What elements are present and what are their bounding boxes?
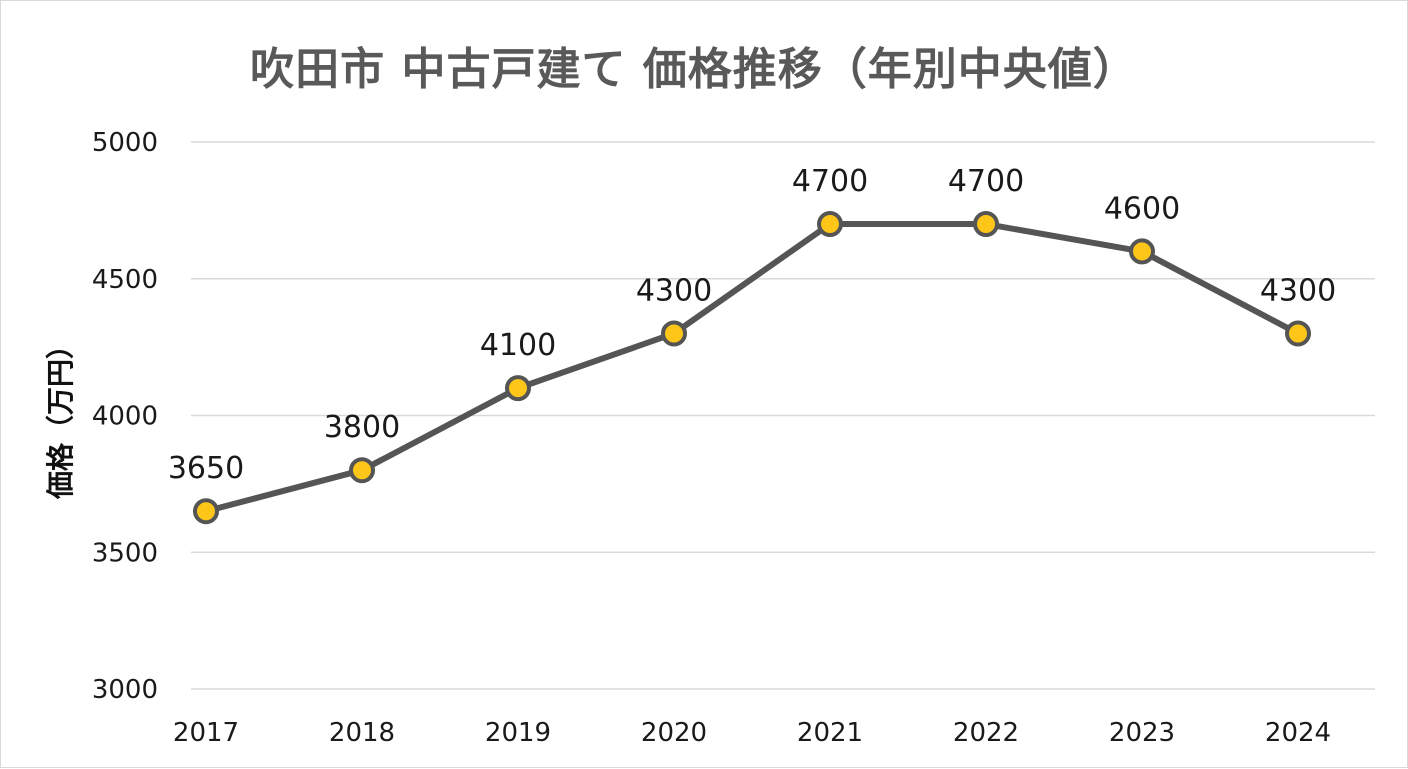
data-point-2018 — [349, 457, 375, 484]
x-tick-label: 2019 — [485, 718, 551, 748]
data-label-2024: 4300 — [1260, 273, 1336, 308]
data-label-2023: 4600 — [1104, 191, 1180, 226]
data-labels: 3650 3800 4100 4300 4700 4700 4600 4300 — [168, 164, 1336, 486]
y-tick-label: 3000 — [92, 675, 158, 705]
data-label-2019: 4100 — [480, 328, 556, 363]
data-label-2020: 4300 — [636, 273, 712, 308]
x-axis-ticks: 2017 2018 2019 2020 2021 2022 2023 2024 — [173, 718, 1331, 748]
data-label-2022: 4700 — [948, 164, 1024, 199]
data-label-2021: 4700 — [792, 164, 868, 199]
x-tick-label: 2022 — [953, 718, 1019, 748]
chart-title: 吹田市 中古戸建て 価格推移（年別中央値） — [250, 44, 1138, 95]
data-point-2021 — [817, 211, 843, 238]
data-point-2020 — [661, 320, 687, 347]
x-tick-label: 2020 — [641, 718, 707, 748]
data-point-2023 — [1129, 238, 1155, 265]
data-point-2019 — [505, 375, 531, 402]
y-tick-label: 4000 — [92, 402, 158, 432]
y-axis-ticks: 3000 3500 4000 4500 5000 — [92, 128, 158, 705]
x-tick-label: 2018 — [329, 718, 395, 748]
y-tick-label: 3500 — [92, 538, 158, 568]
series-line — [203, 221, 1301, 515]
data-points — [193, 211, 1311, 525]
data-point-2022 — [973, 211, 999, 238]
y-tick-label: 5000 — [92, 128, 158, 158]
data-point-2017 — [193, 498, 219, 525]
x-tick-label: 2023 — [1109, 718, 1175, 748]
y-tick-label: 4500 — [92, 265, 158, 295]
data-point-2024 — [1285, 320, 1311, 347]
data-label-2018: 3800 — [324, 410, 400, 445]
x-tick-label: 2021 — [797, 718, 863, 748]
x-tick-label: 2017 — [173, 718, 239, 748]
x-tick-label: 2024 — [1265, 718, 1331, 748]
series-line-group — [203, 221, 1301, 515]
data-label-2017: 3650 — [168, 451, 244, 486]
gridlines — [191, 141, 1375, 690]
